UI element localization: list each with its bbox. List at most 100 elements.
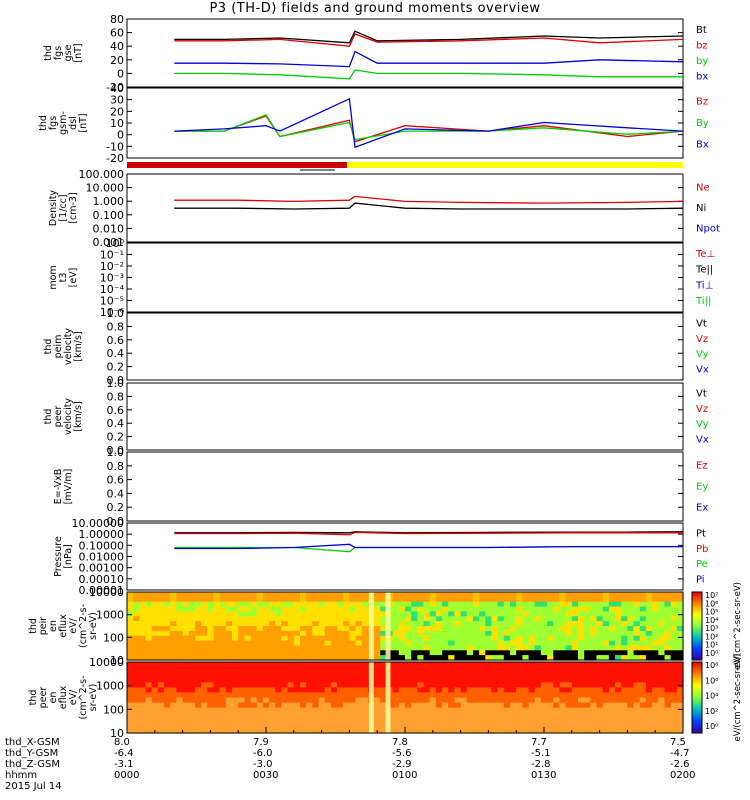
ylabel-fgs-gse-1: fgs bbox=[53, 46, 64, 60]
legend-pressure-1: Pb bbox=[696, 544, 708, 555]
ylabel-efield-1: [mV/m] bbox=[63, 469, 74, 505]
legend-peim-velocity-1: Vz bbox=[696, 334, 708, 345]
ytick-label-temperature-0: 10⁰ bbox=[106, 237, 125, 250]
series-fgs-gsm-dsl-Bx bbox=[174, 97, 684, 149]
ephem-value-3-0: 0000 bbox=[114, 770, 140, 781]
ytick-label-fgs-gsm-dsl-1: 30 bbox=[110, 94, 124, 107]
legend-pressure-3: Pi bbox=[696, 574, 705, 585]
ephem-value-1-4: -4.7 bbox=[670, 748, 690, 759]
ytick-label-pressure-3: 0.01000 bbox=[79, 551, 125, 564]
ylabel-pressure-0: Pressure bbox=[53, 536, 64, 577]
ylabel-peir-spectrogram-1: peir bbox=[38, 617, 49, 636]
ytick-label-peer-velocity-4: 0.2 bbox=[107, 431, 125, 444]
ytick-label-pressure-2: 0.10000 bbox=[79, 539, 125, 552]
ytick-label-efield-5: 0.0 bbox=[107, 515, 125, 528]
legend-fgs-gse-2: by bbox=[696, 56, 708, 67]
ylabel-temperature-1: t3 bbox=[58, 273, 69, 283]
ytick-label-temperature-5: 10⁻⁵ bbox=[100, 295, 124, 308]
ytick-label-peir-spectrogram-3: 10 bbox=[110, 654, 124, 667]
ytick-label-peer-spectrogram-2: 100 bbox=[103, 703, 124, 716]
legend-pressure-0: Pt bbox=[696, 529, 706, 540]
ylabel-peim-velocity-3: [km/s] bbox=[73, 331, 84, 361]
colorbar-tick-peer-spectrogram-1: 10⁶ bbox=[705, 676, 718, 685]
ephem-value-2-1: -3.0 bbox=[253, 759, 273, 770]
ytick-label-peim-velocity-4: 0.2 bbox=[107, 361, 125, 374]
legend-fgs-gsm-dsl-0: Bz bbox=[696, 97, 708, 108]
ytick-label-fgs-gsm-dsl-3: 10 bbox=[110, 117, 124, 130]
ytick-label-temperature-4: 10⁻⁴ bbox=[100, 283, 125, 296]
ephem-value-2-0: -3.1 bbox=[114, 759, 134, 770]
ytick-label-peim-velocity-3: 0.4 bbox=[107, 347, 125, 360]
ylabel-peer-spectrogram-3: eflux bbox=[58, 685, 69, 709]
ylabel-density-1: [1/cc] bbox=[58, 194, 69, 221]
ylabel-peer-spectrogram-1: peer bbox=[38, 687, 49, 709]
ytick-label-pressure-1: 1.00000 bbox=[79, 528, 125, 541]
legend-peer-velocity-3: Vx bbox=[696, 434, 709, 445]
ytick-label-temperature-6: 10⁻⁶ bbox=[100, 306, 125, 319]
ytick-label-fgs-gse-4: 0 bbox=[117, 67, 124, 80]
ylabel-peer-spectrogram-0: thd bbox=[28, 690, 39, 706]
ytick-label-efield-2: 0.6 bbox=[107, 474, 125, 487]
legend-pressure-2: Pe bbox=[696, 559, 708, 570]
ytick-label-fgs-gse-5: -20 bbox=[106, 81, 124, 94]
ylabel-pressure-1: [nPa] bbox=[63, 544, 74, 569]
legend-peer-velocity-2: Vy bbox=[696, 419, 709, 430]
ytick-label-peir-spectrogram-0: 10000 bbox=[89, 586, 124, 599]
ylabel-temperature-2: [eV] bbox=[68, 268, 79, 288]
series-pressure-Pi bbox=[174, 543, 683, 550]
colorbar-tick-peer-spectrogram-4: 10⁰ bbox=[705, 722, 718, 731]
legend-temperature-1: Te|| bbox=[695, 265, 713, 276]
ytick-label-peer-velocity-1: 0.8 bbox=[107, 390, 125, 403]
ylabel-efield-0: E=-VxB bbox=[53, 469, 64, 504]
ylabel-fgs-gsm-dsl-2: gsm- bbox=[58, 111, 69, 135]
series-fgs-gsm-dsl-By bbox=[174, 114, 684, 141]
ylabel-peer-spectrogram-6: sr-eV) bbox=[88, 684, 99, 712]
ylabel-density-0: Density bbox=[48, 190, 59, 226]
ephem-value-0-3: 7.7 bbox=[531, 737, 547, 748]
ephem-value-1-0: -6.4 bbox=[114, 748, 134, 759]
ephem-label-2: thd_Z-GSM bbox=[5, 759, 60, 770]
ylabel-fgs-gsm-dsl-4: [nT] bbox=[78, 113, 89, 132]
legend-peer-velocity-1: Vz bbox=[696, 404, 708, 415]
panel-frame-density bbox=[126, 173, 684, 243]
legend-density-2: Npot bbox=[696, 224, 720, 235]
ephem-label-1: thd_Y-GSM bbox=[5, 748, 59, 759]
ephem-value-3-3: 0130 bbox=[531, 770, 557, 781]
colorbar-tick-peir-spectrogram-7: 10⁰ bbox=[705, 649, 718, 658]
ytick-label-fgs-gse-0: 80 bbox=[110, 13, 124, 26]
ephem-value-3-4: 0200 bbox=[670, 770, 696, 781]
ephem-value-0-2: 7.8 bbox=[392, 737, 408, 748]
ytick-label-fgs-gsm-dsl-6: -20 bbox=[106, 152, 124, 165]
mode-bar-yellow bbox=[347, 162, 683, 168]
ytick-label-density-0: 100.000 bbox=[79, 168, 125, 181]
ytick-label-peer-velocity-2: 0.6 bbox=[107, 404, 125, 417]
ytick-label-peim-velocity-5: 0.0 bbox=[107, 374, 125, 387]
ytick-label-density-1: 10.000 bbox=[86, 182, 125, 195]
colorbar-tick-peir-spectrogram-4: 10³ bbox=[705, 624, 718, 633]
mode-bar-red bbox=[127, 162, 347, 168]
ylabel-fgs-gsm-dsl-0: thd bbox=[38, 115, 49, 131]
ephem-value-0-0: 8.0 bbox=[114, 737, 130, 748]
ylabel-peir-spectrogram-2: en bbox=[48, 620, 59, 632]
ephem-value-1-1: -6.0 bbox=[253, 748, 273, 759]
ephem-value-1-2: -5.6 bbox=[392, 748, 412, 759]
ylabel-fgs-gse-3: [nT] bbox=[73, 43, 84, 62]
ytick-label-peer-spectrogram-3: 10 bbox=[110, 727, 124, 740]
legend-peim-velocity-2: Vy bbox=[696, 349, 709, 360]
ylabel-peer-spectrogram-2: en bbox=[48, 692, 59, 704]
ytick-label-fgs-gsm-dsl-2: 20 bbox=[110, 105, 124, 118]
legend-fgs-gse-1: bz bbox=[696, 40, 708, 51]
ytick-label-density-3: 0.100 bbox=[93, 209, 125, 222]
ytick-label-efield-3: 0.4 bbox=[107, 487, 125, 500]
ytick-label-fgs-gse-2: 40 bbox=[110, 40, 124, 53]
legend-density-0: Ne bbox=[696, 182, 710, 193]
legend-temperature-3: Ti|| bbox=[695, 296, 711, 307]
ytick-label-peir-spectrogram-2: 100 bbox=[103, 631, 124, 644]
ylabel-peer-velocity-3: [km/s] bbox=[73, 401, 84, 431]
colorbar-tick-peir-spectrogram-0: 10⁷ bbox=[705, 591, 718, 600]
panel-frame-fgs-gse bbox=[126, 18, 684, 88]
ytick-label-fgs-gsm-dsl-0: 40 bbox=[110, 82, 124, 95]
colorbar-tick-peer-spectrogram-0: 10⁸ bbox=[705, 661, 718, 670]
ytick-label-pressure-5: 0.00010 bbox=[79, 573, 125, 586]
ytick-label-temperature-2: 10⁻² bbox=[100, 260, 124, 273]
